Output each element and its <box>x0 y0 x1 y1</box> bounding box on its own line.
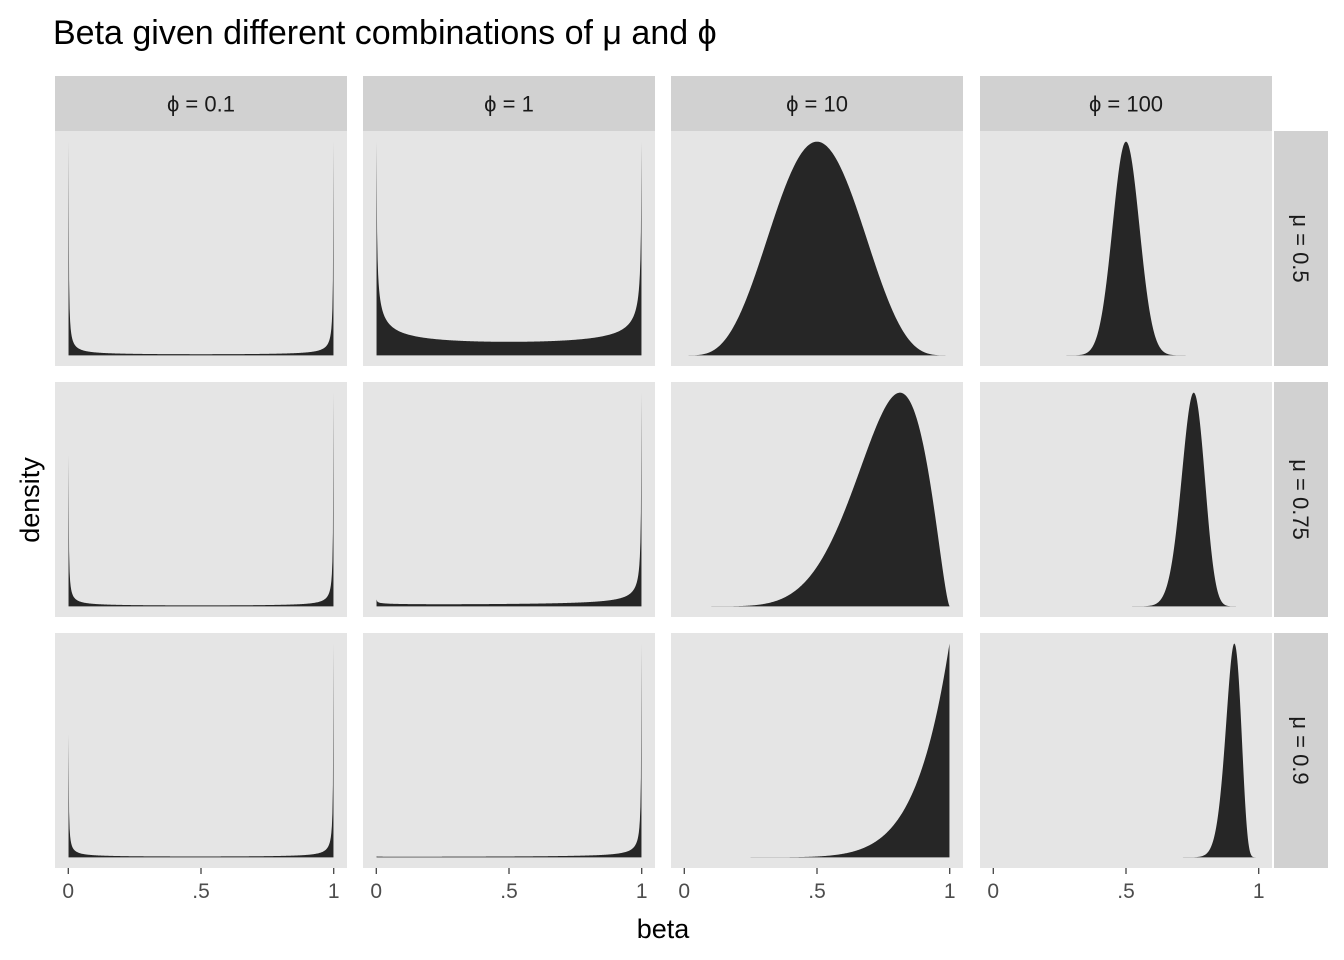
x-axis-title: beta <box>637 914 691 944</box>
panel-bg-r2-c4 <box>980 382 1272 617</box>
density-area-r2-c3 <box>684 392 950 607</box>
x-tick-label-c1-3: 1 <box>328 880 340 903</box>
column-strip-label-4: ϕ = 100 <box>1089 92 1163 117</box>
x-tick-label-c4-3: 1 <box>1253 880 1265 903</box>
panel-bg-r2-c1 <box>55 382 347 617</box>
x-tick-label-c3-3: 1 <box>944 880 956 903</box>
column-strip-3 <box>671 76 963 131</box>
y-axis-title: density <box>15 457 45 543</box>
column-strip-label-3: ϕ = 10 <box>786 92 848 117</box>
x-tick-label-c1-1: 0 <box>62 880 74 903</box>
x-tick-label-c2-2: .5 <box>500 880 518 903</box>
panel-bg-r1-c2 <box>363 131 655 366</box>
row-strip-3 <box>1274 633 1328 868</box>
x-tick-label-c2-3: 1 <box>636 880 648 903</box>
x-tick-label-c1-2: .5 <box>192 880 210 903</box>
x-tick-label-c3-2: .5 <box>808 880 826 903</box>
panel-bg-r1-c1 <box>55 131 347 366</box>
row-strip-label-2: μ = 0.75 <box>1288 459 1313 540</box>
column-strip-1 <box>55 76 347 131</box>
row-strip-label-3: μ = 0.9 <box>1288 716 1313 784</box>
facet-grid: ϕ = 0.1 ϕ = 1 ϕ = 10 ϕ = 100 μ = 0.5 μ = 0.75… <box>55 76 1328 903</box>
density-area-r3-c3 <box>684 643 950 858</box>
x-tick-label-c4-2: .5 <box>1117 880 1135 903</box>
column-strip-label-1: ϕ = 0.1 <box>167 92 235 117</box>
density-area-r1-c3 <box>684 141 950 356</box>
x-tick-label-c3-1: 0 <box>678 880 690 903</box>
column-strip-label-2: ϕ = 1 <box>484 92 534 117</box>
row-strip-1 <box>1274 131 1328 366</box>
column-strip-2 <box>363 76 655 131</box>
column-strip-4 <box>980 76 1272 131</box>
density-area-r2-c4 <box>993 392 1259 607</box>
chart-title: Beta given different combinations of μ a… <box>53 14 717 52</box>
row-strip-label-1: μ = 0.5 <box>1288 214 1313 282</box>
row-strip-2 <box>1274 382 1328 617</box>
x-tick-label-c2-1: 0 <box>370 880 382 903</box>
panel-bg-r2-c2 <box>363 382 655 617</box>
density-area-r3-c4 <box>993 643 1259 858</box>
panel-bg-r3-c1 <box>55 633 347 868</box>
density-area-r1-c4 <box>993 141 1259 356</box>
panel-bg-r3-c2 <box>363 633 655 868</box>
x-tick-label-c4-1: 0 <box>987 880 999 903</box>
density-area-r1-c2 <box>376 141 642 356</box>
